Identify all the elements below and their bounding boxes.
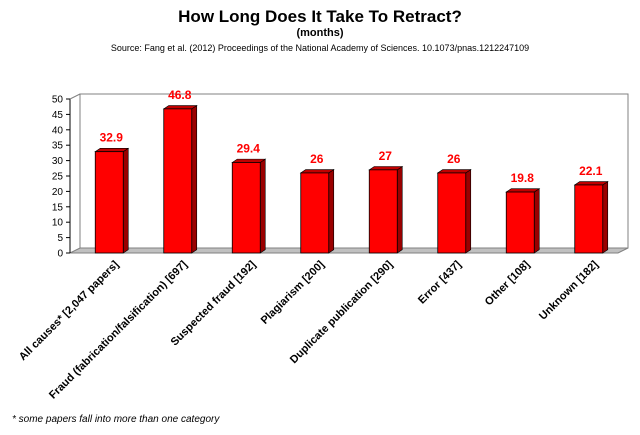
bar-value-label: 46.8 xyxy=(168,88,192,102)
footnote: * some papers fall into more than one ca… xyxy=(12,414,220,425)
y-tick-label: 40 xyxy=(52,125,64,136)
x-category-label: Plagiarism [200] xyxy=(259,258,327,326)
bar xyxy=(437,172,467,254)
bar-side xyxy=(191,104,198,254)
bar-value-label: 26 xyxy=(310,152,324,166)
bar-value-label: 22.1 xyxy=(579,164,603,178)
bar-side xyxy=(602,181,609,254)
bar-top xyxy=(505,188,541,193)
bar-value-label: 27 xyxy=(379,149,393,163)
bar-side xyxy=(465,169,472,254)
bar-top xyxy=(231,158,267,163)
bar xyxy=(300,172,330,254)
y-tick-label: 45 xyxy=(52,110,64,121)
bar xyxy=(94,151,124,254)
bar xyxy=(505,191,535,254)
bar xyxy=(574,184,604,254)
bar-top xyxy=(162,105,198,110)
bar-side xyxy=(396,165,403,254)
x-category-label: Other [108] xyxy=(483,258,533,308)
y-tick-label: 5 xyxy=(57,233,63,244)
chart-subtitle: (months) xyxy=(296,27,344,39)
x-category-label: Error [437] xyxy=(416,258,464,306)
plot-back-wall xyxy=(79,93,629,249)
x-category-label: Unknown [182] xyxy=(537,258,601,322)
plot-floor xyxy=(69,247,629,254)
bar-top xyxy=(299,169,335,174)
y-tick-label: 20 xyxy=(52,187,64,198)
plot-side-edge xyxy=(69,93,81,100)
bar-value-label: 32.9 xyxy=(100,131,124,145)
bar-side xyxy=(533,188,540,254)
y-tick-label: 10 xyxy=(52,218,64,229)
x-category-label: Fraud (fabrication/falsification) [697] xyxy=(47,258,190,401)
bar-value-label: 29.4 xyxy=(237,141,261,155)
source-note: Source: Fang et al. (2012) Proceedings o… xyxy=(110,43,530,53)
bar xyxy=(163,108,193,254)
bar xyxy=(368,169,398,254)
y-tick-label: 50 xyxy=(52,95,64,106)
bar xyxy=(231,162,261,254)
bar-top xyxy=(368,166,404,171)
bar-side xyxy=(328,169,335,254)
y-tick-label: 35 xyxy=(52,141,64,152)
bar-value-label: 19.8 xyxy=(511,171,535,185)
y-tick-label: 25 xyxy=(52,172,64,183)
y-tick-label: 15 xyxy=(52,202,64,213)
bar-top xyxy=(573,181,609,186)
bar-side xyxy=(259,158,266,254)
bar-top xyxy=(94,148,130,152)
y-tick-label: 0 xyxy=(57,249,63,260)
chart-title: How Long Does It Take To Retract? xyxy=(178,7,462,26)
bar-value-label: 26 xyxy=(447,152,461,166)
y-tick-label: 30 xyxy=(52,156,64,167)
bar-top xyxy=(436,169,472,174)
bar-side xyxy=(122,147,129,254)
